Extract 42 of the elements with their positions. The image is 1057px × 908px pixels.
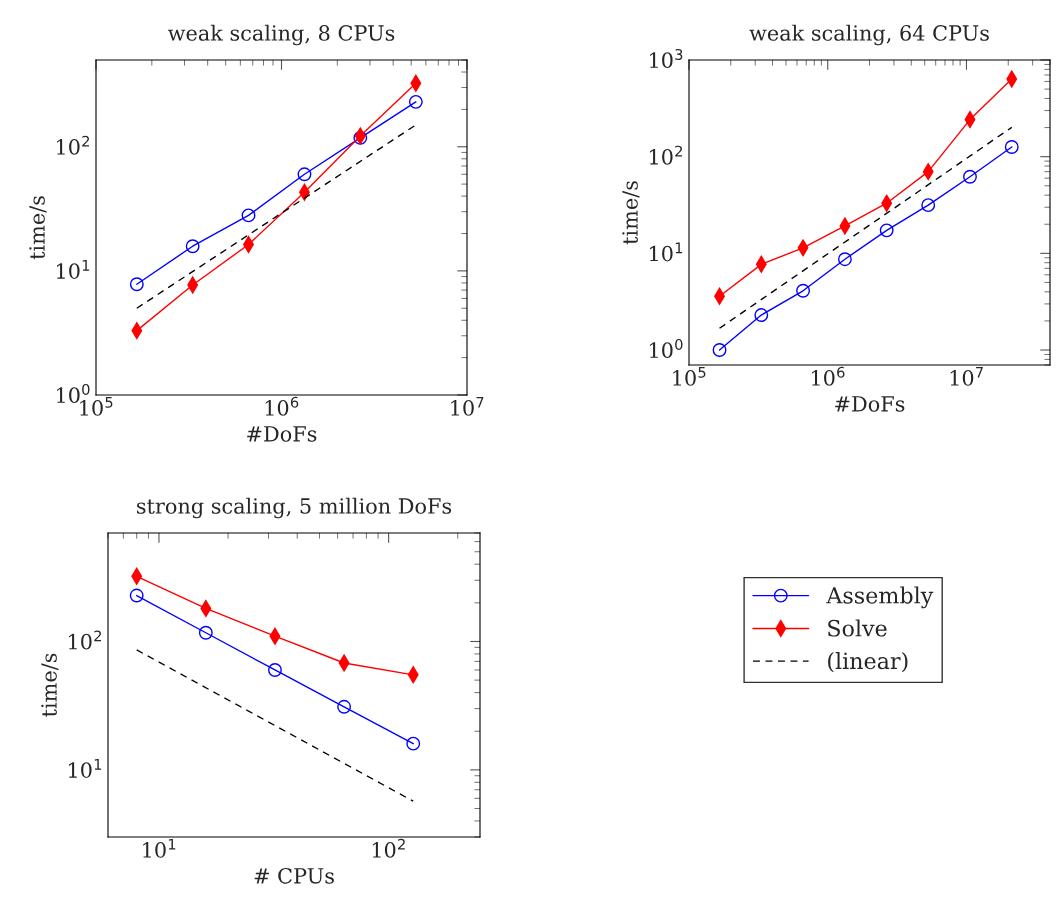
- x-tick-label: 10$^{7}$: [950, 366, 983, 386]
- y-tick-label: 10$^{1}$: [57, 260, 90, 279]
- point: [921, 198, 936, 213]
- chart-title: strong scaling, 5 million DoFs: [137, 497, 452, 519]
- chart-title: weak scaling, 8 CPUs: [168, 24, 395, 46]
- chart-title: weak scaling, 64 CPUs: [749, 24, 989, 46]
- point: [796, 283, 811, 298]
- point: [837, 252, 852, 267]
- x-axis-title: # CPUs: [254, 867, 334, 884]
- legend-label: Assembly: [826, 586, 934, 609]
- point: [406, 736, 421, 751]
- y-tick-label: 10$^{1}$: [650, 242, 683, 262]
- y-axis-title: time/s: [622, 181, 640, 245]
- y-tick-label: 10$^{2}$: [57, 135, 89, 155]
- legend-label: Solve: [828, 619, 887, 637]
- point: [129, 588, 144, 603]
- point: [185, 239, 200, 254]
- point: [297, 167, 312, 182]
- point: [1004, 140, 1019, 154]
- legend-label: (linear): [828, 652, 908, 673]
- y-tick-label: 10$^{2}$: [69, 630, 101, 650]
- y-tick-label: 10$^{3}$: [650, 48, 683, 69]
- x-axis-title: #DoFs: [835, 396, 905, 412]
- point: [408, 94, 423, 109]
- x-tick-label: 10$^{6}$: [265, 396, 299, 416]
- point: [129, 277, 144, 292]
- x-tick-label: 10$^{6}$: [811, 366, 845, 386]
- y-axis-title: time/s: [29, 196, 47, 260]
- x-axis-title: #DoFs: [247, 426, 317, 442]
- point: [754, 308, 769, 322]
- point: [337, 699, 352, 714]
- y-tick-label: 10$^{2}$: [650, 145, 682, 165]
- x-tick-label: 10$^{5}$: [673, 366, 706, 386]
- point: [198, 625, 213, 640]
- x-tick-label: 10$^{7}$: [451, 396, 484, 416]
- y-tick-label: 10$^{0}$: [650, 338, 683, 359]
- point: [879, 223, 894, 238]
- y-axis-title: time/s: [41, 653, 59, 717]
- point: [712, 343, 727, 357]
- point: [268, 663, 282, 677]
- point: [241, 208, 256, 223]
- point: [963, 169, 977, 184]
